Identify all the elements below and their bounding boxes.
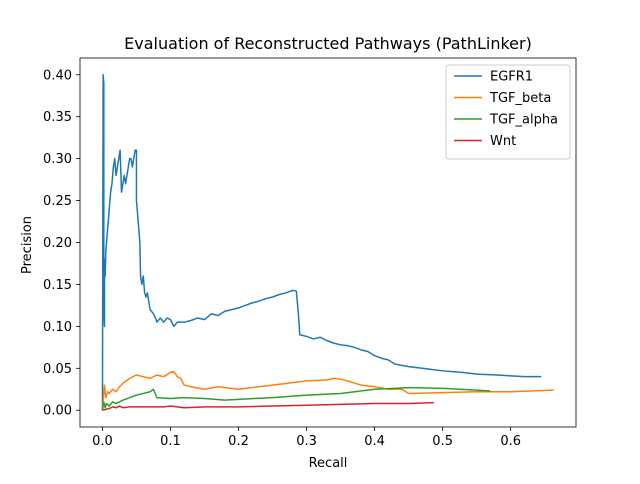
x-tick-label: 0.5 — [432, 434, 453, 449]
x-tick-label: 0.4 — [364, 434, 385, 449]
legend-entry-wnt: Wnt — [490, 134, 516, 149]
y-axis-label: Precision — [20, 216, 35, 274]
y-tick-label: 0.05 — [43, 362, 72, 377]
x-tick-label: 0.6 — [500, 434, 521, 449]
y-tick-label: 0.30 — [43, 152, 72, 167]
y-tick-label: 0.35 — [43, 110, 72, 125]
legend-entry-tgf-alpha: TGF_alpha — [489, 113, 558, 128]
y-tick-label: 0.10 — [43, 320, 72, 335]
x-tick-label: 0.3 — [296, 434, 317, 449]
plot-area: 0.0 0.1 0.2 0.3 0.4 0.5 0.6 0.00 0.05 0.10 0.15 0.2… — [43, 57, 577, 449]
x-tick-label: 0.0 — [92, 434, 113, 449]
series-line-tgf-beta — [101, 370, 554, 411]
y-tick-label: 0.15 — [43, 278, 72, 293]
series-line-tgf-alpha — [101, 386, 491, 411]
legend-entry-tgf-beta: TGF_beta — [489, 91, 551, 106]
y-tick-label: 0.20 — [43, 236, 72, 251]
y-tick-label: 0.40 — [43, 68, 72, 83]
y-tick-label: 0.00 — [43, 404, 72, 419]
chart-title: Evaluation of Reconstructed Pathways (Pa… — [124, 34, 532, 53]
series-line-wnt — [102, 401, 434, 411]
legend: EGFR1 TGF_beta TGF_alpha Wnt — [445, 64, 571, 160]
x-axis-label: Recall — [309, 456, 348, 471]
y-tick-label: 0.25 — [43, 194, 72, 209]
legend-entry-egfr1: EGFR1 — [490, 70, 533, 85]
legend-box — [445, 64, 571, 160]
series-line-egfr1 — [101, 74, 542, 411]
x-tick-label: 0.1 — [160, 434, 181, 449]
x-tick-label: 0.2 — [228, 434, 249, 449]
